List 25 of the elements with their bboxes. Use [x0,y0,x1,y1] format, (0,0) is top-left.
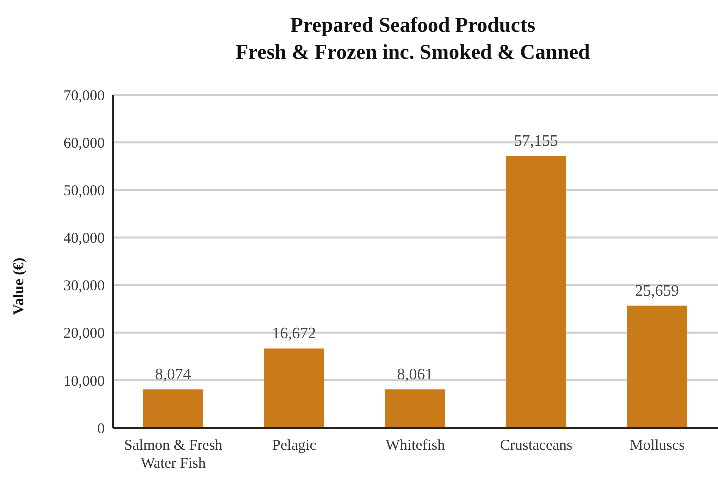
y-tick-label: 10,000 [64,374,105,390]
x-tick-label: Molluscs [630,438,686,454]
x-tick-label: Salmon & Fresh Water Fish [124,438,224,472]
bar [143,390,204,428]
y-tick-label: 50,000 [64,183,105,200]
data-label: 16,672 [272,326,316,343]
data-label: 8,061 [397,366,434,384]
y-tick-label: 40,000 [64,231,105,248]
y-tick-label: 20,000 [64,326,105,342]
chart-title: Prepared Seafood Products Fresh & Frozen inc. Smoked & Canned [234,12,592,66]
x-tick-label: Pelagic [272,438,317,454]
data-label: 8,074 [155,366,192,384]
y-tick-label: 70,000 [64,88,105,104]
x-tick-label: Crustaceans [500,438,573,454]
data-label: 25,659 [635,282,680,300]
x-tick-label: Whitefish [386,438,446,454]
y-tick-label: 30,000 [64,278,105,295]
bar [264,348,324,428]
bar [385,390,446,428]
y-axis-title: Value (€) [12,256,28,318]
y-tick-label: 60,000 [64,136,105,152]
data-label: 57,155 [514,133,558,150]
bar [506,156,566,428]
y-tick-label: 0 [98,421,105,438]
bar [627,306,688,428]
